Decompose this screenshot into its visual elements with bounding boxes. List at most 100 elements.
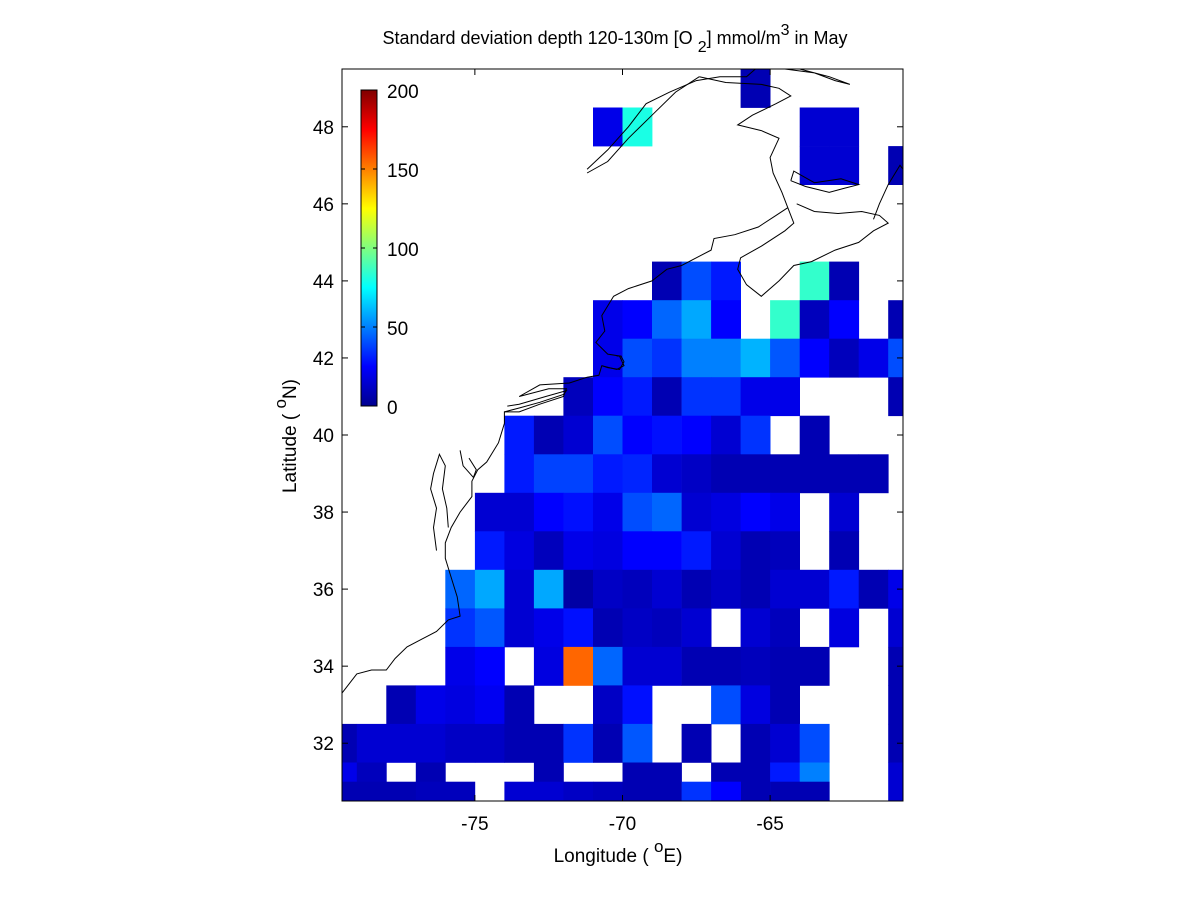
heatmap-cell	[622, 569, 653, 609]
heatmap-cells	[342, 69, 903, 801]
colorbar-tick-label: 150	[387, 161, 419, 182]
heatmap-cell	[415, 781, 446, 801]
heatmap-cell	[622, 531, 653, 571]
heatmap-cell	[740, 415, 771, 455]
coastline-segment	[873, 164, 903, 220]
x-axis-label-sup: o	[654, 837, 663, 856]
heatmap-cell	[533, 531, 564, 571]
heatmap-cell	[563, 454, 594, 494]
heatmap-cell	[799, 415, 830, 455]
heatmap-cell	[593, 531, 623, 571]
heatmap-cell	[711, 646, 741, 686]
title-main: Standard deviation depth 120-130m [O	[382, 28, 692, 48]
heatmap-cell	[681, 608, 712, 648]
heatmap-cell	[681, 415, 712, 455]
heatmap-cell	[770, 646, 800, 686]
coastline	[342, 69, 903, 694]
heatmap-cell	[593, 377, 623, 417]
heatmap-cell	[888, 646, 903, 686]
heatmap-cell	[474, 531, 505, 571]
heatmap-cell	[681, 377, 712, 417]
heatmap-cell	[652, 261, 682, 301]
heatmap-cell	[563, 646, 594, 686]
heatmap-cell	[740, 531, 771, 571]
y-tick-label: 32	[313, 734, 334, 755]
heatmap-cell	[533, 608, 564, 648]
heatmap-cell	[504, 454, 535, 494]
coastline-segment	[430, 452, 449, 551]
heatmap-cell	[504, 608, 535, 648]
heatmap-cell	[563, 377, 594, 417]
coastline-segment	[342, 207, 789, 694]
heatmap-cell	[474, 492, 505, 532]
colorbar-tick-label: 0	[387, 398, 398, 419]
heatmap-cell	[533, 492, 564, 532]
heatmap-cell	[563, 492, 594, 532]
heatmap-cell	[799, 300, 830, 340]
heatmap-cell	[740, 492, 771, 532]
heatmap-cell	[504, 415, 535, 455]
heatmap-cell	[533, 646, 564, 686]
heatmap-cell	[799, 454, 830, 494]
heatmap-cell	[858, 454, 889, 494]
heatmap-cell	[740, 69, 771, 108]
heatmap-cell	[533, 781, 564, 801]
y-axis-label: Latitude ( oN)	[271, 379, 301, 493]
y-axis-ticks: 32 34 36 38 40 42 44 46 48	[313, 118, 903, 755]
heatmap-cell	[504, 723, 535, 763]
heatmap-cell	[593, 454, 623, 494]
heatmap-cell	[622, 685, 653, 725]
heatmap-cell	[622, 338, 653, 378]
heatmap-cell	[829, 146, 860, 185]
heatmap-cell	[829, 338, 860, 378]
heatmap-cell	[652, 608, 682, 648]
heatmap-cell	[593, 781, 623, 801]
heatmap-cell	[563, 415, 594, 455]
heatmap-cell	[740, 338, 771, 378]
heatmap-cell	[799, 781, 830, 801]
heatmap-cell	[681, 569, 712, 609]
heatmap-cell	[829, 261, 860, 301]
x-axis-label: Longitude ( oE)	[554, 837, 683, 867]
heatmap-cell	[622, 377, 653, 417]
heatmap-cell	[711, 781, 741, 801]
heatmap-cell	[622, 723, 653, 763]
heatmap-cell	[563, 531, 594, 571]
chart-title: Standard deviation depth 120-130m [O 2] m…	[382, 22, 847, 56]
heatmap-cell	[829, 107, 860, 147]
heatmap-cell	[711, 492, 741, 532]
heatmap-cell	[770, 781, 800, 801]
heatmap-cell	[652, 338, 682, 378]
plot-area: -75 -70 -65 32 34 36 38 40 42 44 46 48	[313, 68, 904, 835]
colorbar-tick-label: 50	[387, 319, 408, 340]
heatmap-cell	[356, 723, 387, 763]
heatmap-cell	[622, 608, 653, 648]
heatmap-cell	[681, 300, 712, 340]
heatmap-cell	[770, 492, 800, 532]
heatmap-cell	[829, 569, 860, 609]
heatmap-cell	[593, 685, 623, 725]
heatmap-cell	[415, 723, 446, 763]
heatmap-cell	[711, 377, 741, 417]
heatmap-cell	[445, 723, 476, 763]
heatmap-cell	[474, 685, 505, 725]
heatmap-cell	[888, 762, 903, 801]
heatmap-cell	[711, 338, 741, 378]
heatmap-cell	[888, 723, 903, 763]
heatmap-cell	[681, 723, 712, 763]
heatmap-cell	[770, 338, 800, 378]
heatmap-cell	[888, 569, 903, 609]
coastline-segment	[586, 69, 756, 170]
heatmap-cell	[652, 569, 682, 609]
y-tick-label: 40	[313, 426, 334, 447]
coastline-segment	[586, 76, 700, 174]
heatmap-cell	[740, 569, 771, 609]
y-tick-label: 34	[313, 657, 335, 678]
heatmap-cell	[740, 762, 771, 801]
heatmap-cell	[652, 377, 682, 417]
x-axis-label-post: E)	[663, 846, 682, 867]
heatmap-cell	[888, 146, 903, 185]
heatmap-cell	[740, 723, 771, 763]
heatmap-cell	[652, 492, 682, 532]
heatmap-cell	[533, 415, 564, 455]
